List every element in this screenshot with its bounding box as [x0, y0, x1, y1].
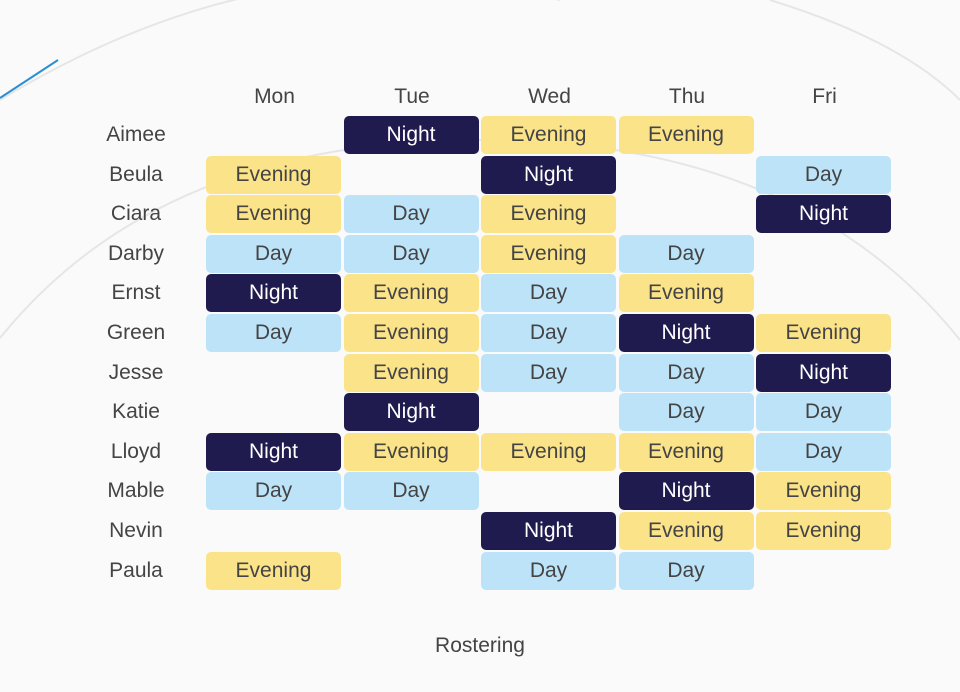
shift-cell-day: Day	[618, 393, 754, 432]
person-label-jesse: Jesse	[108, 360, 164, 384]
shift-cell-day: Day	[206, 472, 341, 511]
person-label-green: Green	[106, 321, 166, 344]
person-label-aimee: Aimee	[106, 123, 166, 146]
person-label-nevin: Nevin	[109, 519, 163, 542]
day-header-wed: Wed	[528, 85, 571, 108]
person-label-beula: Beula	[109, 162, 163, 186]
day-header-fri: Fri	[812, 85, 837, 108]
shift-cell-evening: Evening	[618, 274, 754, 313]
shift-cell-evening: Evening	[343, 274, 479, 313]
person-label-ernst: Ernst	[111, 281, 161, 305]
shift-cell-day: Day	[343, 472, 479, 511]
person-label-darby: Darby	[107, 241, 165, 265]
shift-cell-day: Day	[206, 234, 341, 273]
shift-cell-day: Day	[756, 155, 891, 194]
person-label-ciara: Ciara	[110, 202, 162, 226]
shift-cell-evening: Evening	[618, 116, 754, 154]
shift-cell-night: Night	[481, 512, 616, 550]
shift-cell-day: Day	[756, 432, 891, 471]
day-header-tue: Tue	[394, 85, 430, 108]
shift-cell-night: Night	[618, 314, 754, 352]
shift-cell-day: Day	[206, 314, 341, 352]
shift-cell-evening: Evening	[481, 234, 616, 273]
shift-cell-evening: Evening	[618, 512, 754, 550]
shift-cell-night: Night	[343, 116, 479, 154]
shift-cell-day: Day	[481, 551, 616, 590]
shift-cell-night: Night	[618, 472, 754, 511]
shift-cell-evening: Evening	[206, 551, 341, 590]
chart-title: Rostering	[435, 634, 525, 657]
shift-cell-night: Night	[756, 353, 891, 392]
shift-cell-evening: Evening	[343, 353, 479, 392]
shift-cell-day: Day	[618, 234, 754, 273]
shift-cell-evening: Evening	[618, 432, 754, 471]
shift-cell-evening: Evening	[481, 432, 616, 471]
shift-cell-evening: Evening	[206, 155, 341, 194]
shift-cell-evening: Evening	[756, 472, 891, 511]
shift-cell-day: Day	[618, 353, 754, 392]
shift-cell-night: Night	[756, 195, 891, 234]
shift-cell-evening: Evening	[481, 116, 616, 154]
shift-cell-evening: Evening	[756, 314, 891, 352]
person-label-paula: Paula	[109, 558, 163, 582]
shift-cell-evening: Evening	[343, 432, 479, 471]
shift-cell-day: Day	[343, 234, 479, 273]
shift-cell-night: Night	[206, 432, 341, 471]
day-header-thu: Thu	[668, 85, 706, 108]
person-label-katie: Katie	[112, 400, 160, 424]
shift-cell-day: Day	[481, 353, 616, 392]
shift-cell-evening: Evening	[343, 314, 479, 352]
day-header-mon: Mon	[254, 85, 295, 108]
shift-cell-night: Night	[206, 274, 341, 313]
shift-cell-evening: Evening	[481, 195, 616, 234]
shift-cell-day: Day	[618, 551, 754, 590]
shift-cell-evening: Evening	[206, 195, 341, 234]
shift-cell-day: Day	[343, 195, 479, 234]
person-label-lloyd: Lloyd	[110, 439, 162, 463]
shift-cell-evening: Evening	[756, 512, 891, 550]
shift-cell-day: Day	[481, 274, 616, 313]
shift-cell-night: Night	[343, 393, 479, 432]
shift-cell-day: Day	[756, 393, 891, 432]
shift-cell-day: Day	[481, 314, 616, 352]
shift-cell-night: Night	[481, 155, 616, 194]
person-label-mable: Mable	[107, 479, 165, 503]
